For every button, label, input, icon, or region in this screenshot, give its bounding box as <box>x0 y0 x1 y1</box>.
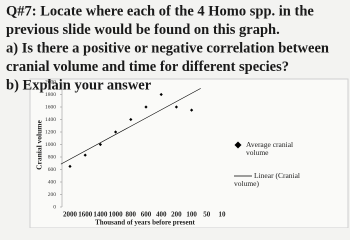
x-tick-label: 2000 <box>63 211 78 219</box>
y-tick-label: 1400 <box>45 117 56 123</box>
data-point <box>144 105 148 109</box>
x-tick-label: 100 <box>186 211 197 219</box>
question-text: b) Explain your answer <box>6 77 152 93</box>
y-tick-label: 0 <box>53 204 56 210</box>
legend-marker <box>234 141 242 149</box>
x-tick-label: 1000 <box>109 211 124 219</box>
y-tick-label: 1000 <box>45 142 56 148</box>
chart: Q#7: Locate where each of the 4 Homo spp… <box>6 3 349 228</box>
data-point <box>129 117 133 122</box>
page: Q#7: Locate where each of the 4 Homo spp… <box>6 3 349 228</box>
y-tick-label: 1800 <box>45 92 56 98</box>
legend-label: Linear (Cranial volume) <box>234 171 301 188</box>
question-text: a) Is there a positive or negative corre… <box>6 40 329 56</box>
trend-line <box>60 88 201 165</box>
data-point <box>114 130 118 134</box>
x-tick-label: 50 <box>203 211 211 219</box>
data-point <box>159 92 163 97</box>
data-point <box>98 142 102 147</box>
y-tick-label: 1600 <box>45 104 56 110</box>
x-tick-label: 800 <box>126 211 137 219</box>
data-point <box>83 153 87 157</box>
y-tick-label: 200 <box>48 192 57 198</box>
y-tick-label: 800 <box>48 154 57 160</box>
x-axis-label: Thousand of years before present <box>95 219 195 227</box>
x-tick-label: 400 <box>156 211 167 219</box>
data-point <box>190 108 194 112</box>
y-tick-label: 400 <box>48 179 57 185</box>
data-point <box>68 164 72 168</box>
question-text: Q#7: Locate where each of the 4 Homo spp… <box>6 3 314 19</box>
y-tick-label: 600 <box>48 167 57 173</box>
x-tick-label: 1400 <box>93 211 108 219</box>
chart-frame <box>29 78 349 228</box>
data-point <box>174 105 178 109</box>
question-text: cranial volume and time for different sp… <box>6 59 289 75</box>
y-tick-label: 1200 <box>45 129 56 135</box>
x-tick-label: 1600 <box>78 211 93 219</box>
y-axis-label: Cranial volume <box>35 119 44 169</box>
legend-label: Average cranial volume <box>246 140 294 157</box>
y-tick-label: 2000 <box>45 79 56 85</box>
x-tick-label: 200 <box>171 211 182 219</box>
question-text: previous slide would be found on this gr… <box>6 22 280 38</box>
x-tick-label: 10 <box>219 211 227 219</box>
x-tick-label: 600 <box>141 211 152 219</box>
